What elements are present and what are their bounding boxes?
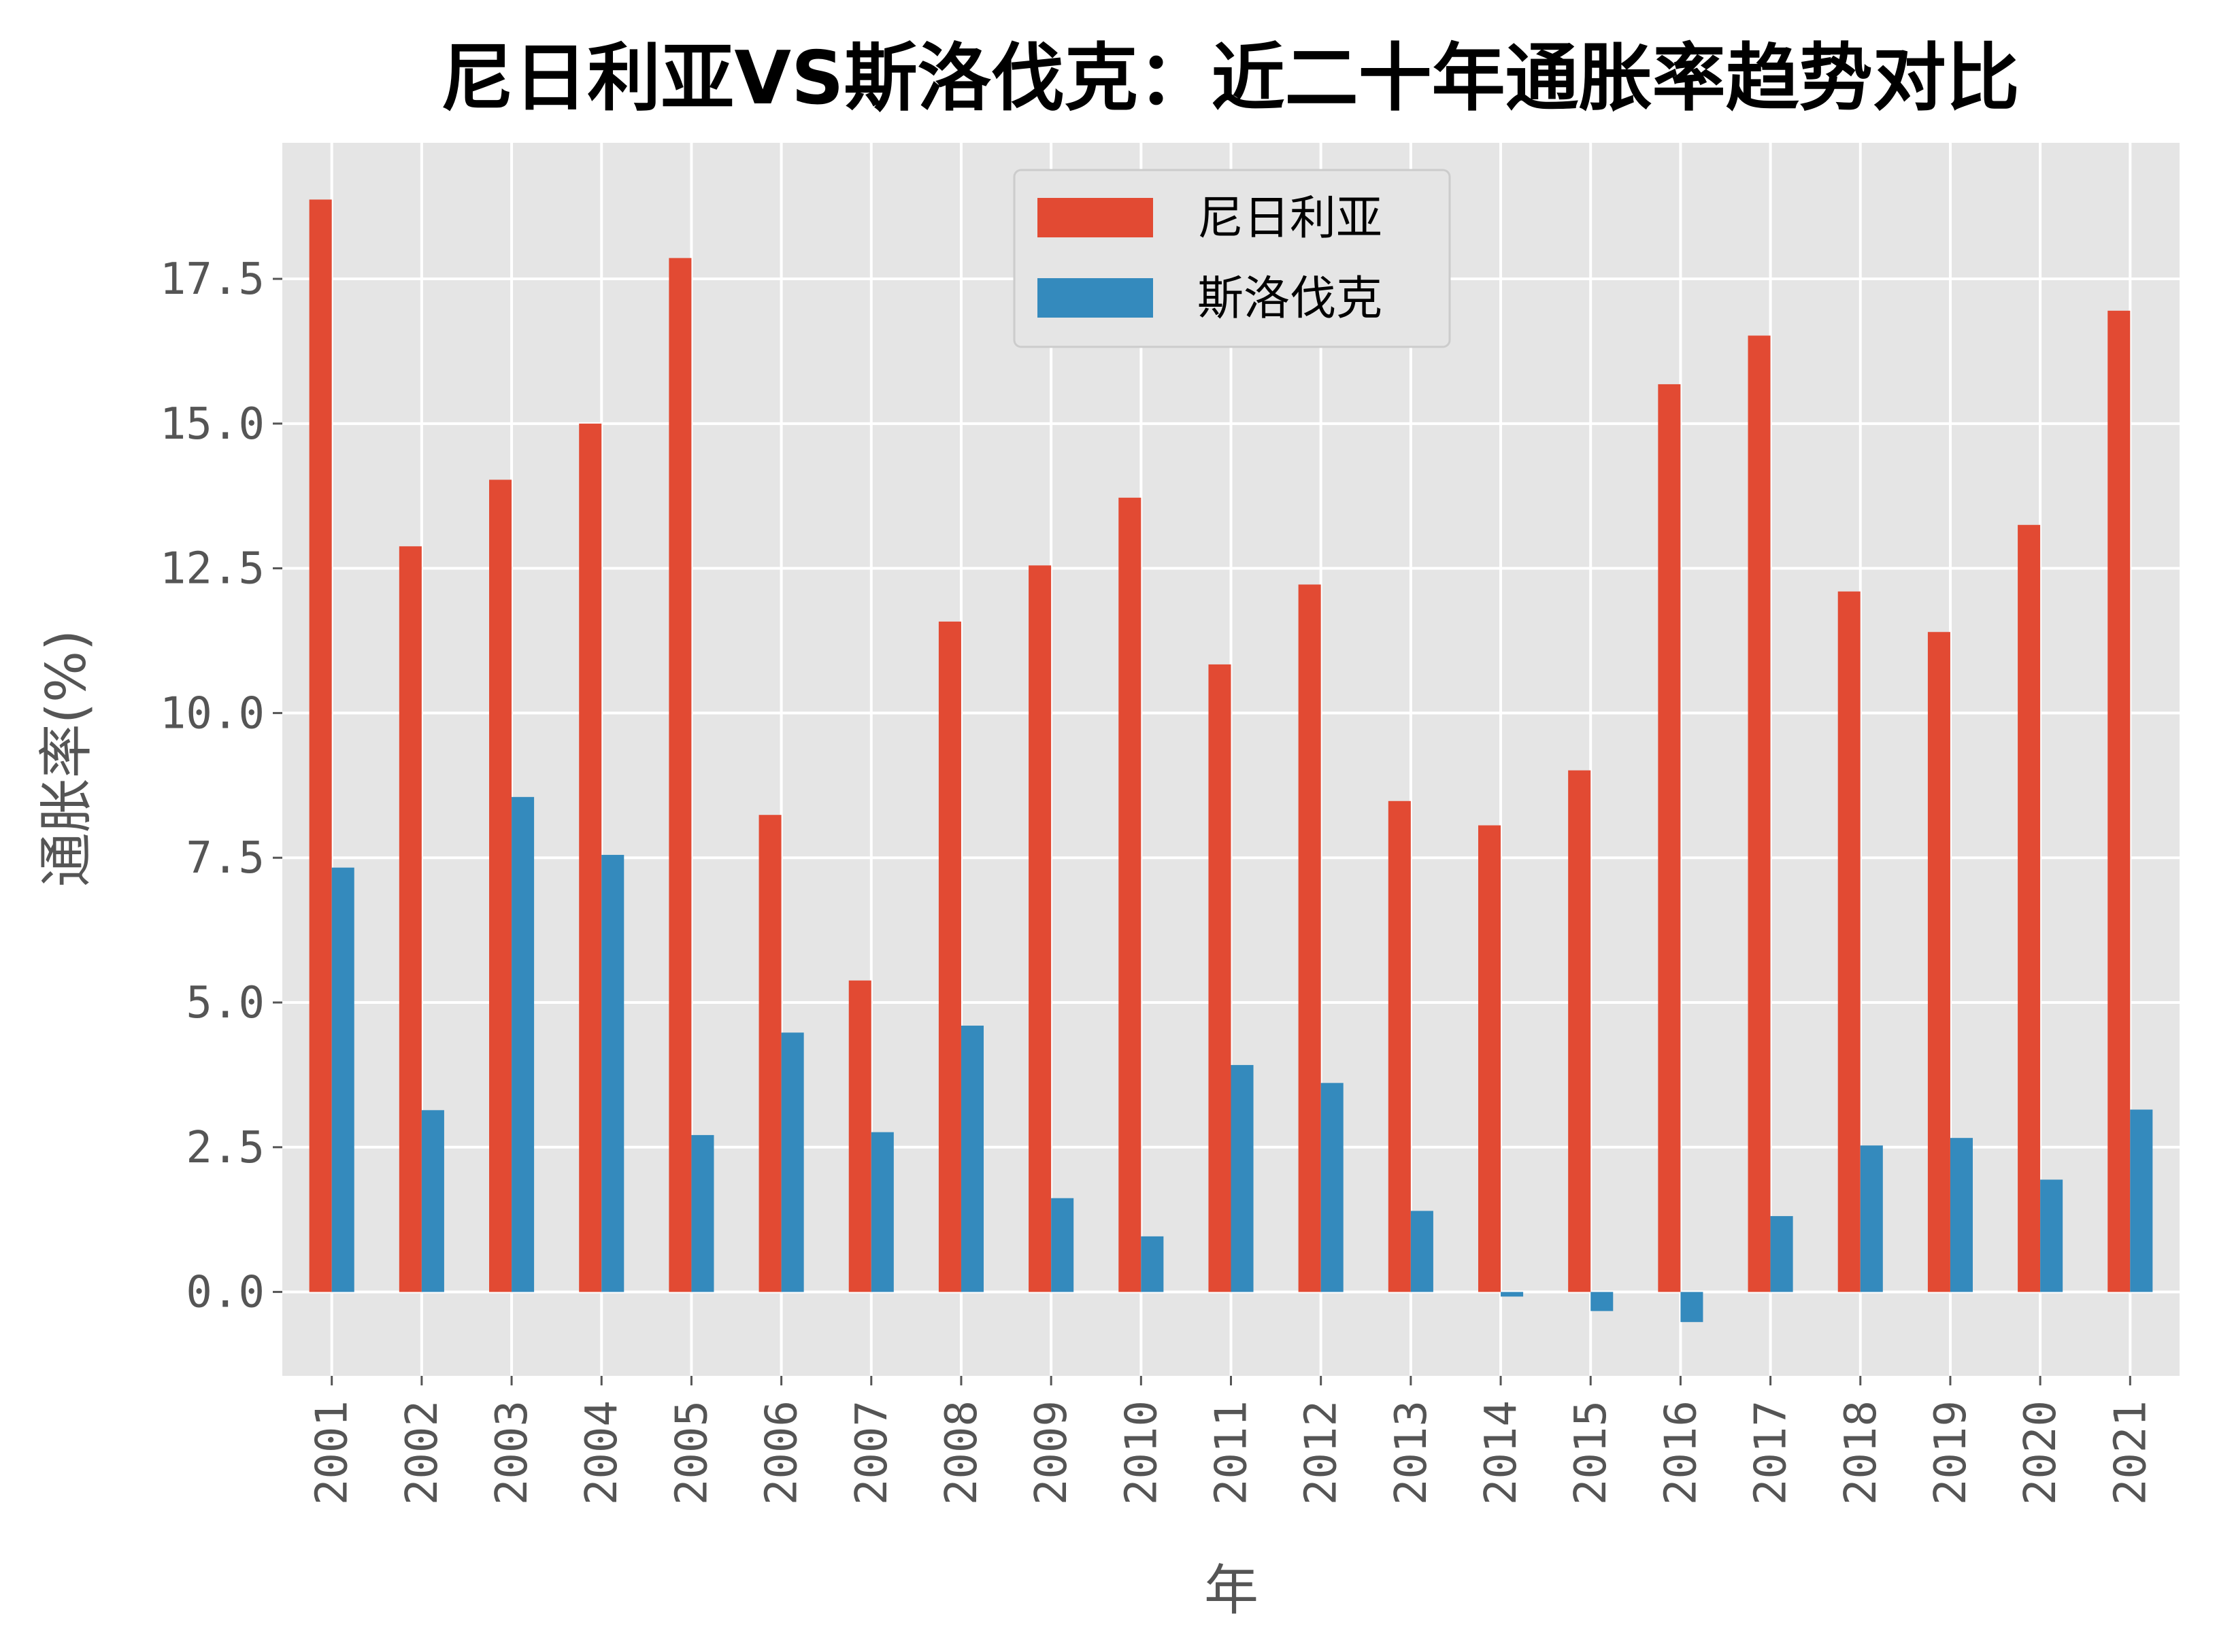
x-tick-label: 2006 xyxy=(757,1400,807,1505)
y-axis-label: 通胀率(%) xyxy=(35,630,98,887)
x-tick-label: 2019 xyxy=(1926,1400,1976,1505)
x-tick-label: 2005 xyxy=(667,1400,717,1505)
chart-title: 尼日利亚VS斯洛伐克：近二十年通胀率趋势对比 xyxy=(440,36,2019,121)
bar-nigeria-2018 xyxy=(1837,591,1861,1292)
bar-nigeria-2008 xyxy=(938,621,961,1292)
bar-nigeria-2019 xyxy=(1927,632,1950,1292)
y-tick-label: 0.0 xyxy=(186,1268,265,1318)
bar-slovakia-2004 xyxy=(601,854,624,1292)
x-tick-label: 2017 xyxy=(1746,1400,1797,1505)
bar-slovakia-2019 xyxy=(1950,1138,1973,1292)
bar-slovakia-2005 xyxy=(691,1134,714,1292)
bar-slovakia-2006 xyxy=(781,1032,804,1292)
x-tick-label: 2009 xyxy=(1027,1400,1077,1505)
y-tick-label: 7.5 xyxy=(186,833,265,883)
y-tick-label: 5.0 xyxy=(186,978,265,1028)
legend-label-nigeria: 尼日利亚 xyxy=(1197,192,1382,246)
x-tick-label: 2013 xyxy=(1386,1400,1437,1505)
bar-nigeria-2020 xyxy=(2018,524,2041,1292)
y-axis-ticks: 0.0 2.5 5.0 7.5 10.0 12.5 15.0 17.5 xyxy=(160,254,282,1318)
x-axis-label: 年 xyxy=(1204,1559,1258,1622)
x-tick-label: 2004 xyxy=(577,1400,627,1505)
y-tick-label: 12.5 xyxy=(160,544,265,594)
x-tick-label: 2015 xyxy=(1566,1400,1616,1505)
y-tick-label: 17.5 xyxy=(160,254,265,305)
y-tick-label: 10.0 xyxy=(160,688,265,739)
bar-nigeria-2012 xyxy=(1298,584,1321,1292)
x-tick-label: 2021 xyxy=(2105,1400,2156,1505)
x-tick-label: 2010 xyxy=(1116,1400,1167,1505)
bar-nigeria-2003 xyxy=(489,479,512,1292)
bar-slovakia-2012 xyxy=(1320,1083,1344,1292)
bar-slovakia-2017 xyxy=(1770,1216,1793,1292)
x-tick-label: 2008 xyxy=(937,1400,987,1505)
bar-nigeria-2002 xyxy=(399,546,422,1292)
x-tick-label: 2012 xyxy=(1297,1400,1347,1505)
bar-nigeria-2016 xyxy=(1658,384,1681,1292)
bar-slovakia-2014 xyxy=(1501,1292,1524,1297)
bar-slovakia-2021 xyxy=(2130,1109,2153,1292)
bar-nigeria-2015 xyxy=(1568,770,1591,1292)
bar-nigeria-2001 xyxy=(309,199,332,1292)
bar-slovakia-2009 xyxy=(1051,1198,1074,1292)
bars xyxy=(309,199,2153,1322)
bar-slovakia-2015 xyxy=(1590,1292,1614,1311)
bar-nigeria-2010 xyxy=(1118,497,1141,1292)
bar-nigeria-2006 xyxy=(759,815,782,1292)
legend: 尼日利亚 斯洛伐克 xyxy=(1013,169,1451,348)
bar-nigeria-2017 xyxy=(1748,335,1771,1292)
x-tick-label: 2003 xyxy=(487,1400,537,1505)
legend-swatch-slovakia xyxy=(1037,278,1153,318)
y-tick-label: 2.5 xyxy=(186,1123,265,1173)
bar-slovakia-2001 xyxy=(331,867,354,1292)
x-axis-ticks: 2001 2002 2003 2004 2005 2006 2007 2008 2009 2010… xyxy=(307,1376,2156,1505)
bar-nigeria-2009 xyxy=(1029,565,1052,1292)
bar-slovakia-2020 xyxy=(2040,1179,2063,1292)
bar-slovakia-2007 xyxy=(871,1132,894,1292)
x-tick-label: 2011 xyxy=(1207,1400,1257,1505)
bar-slovakia-2010 xyxy=(1141,1236,1164,1292)
bar-slovakia-2013 xyxy=(1410,1211,1433,1292)
bar-nigeria-2004 xyxy=(579,423,602,1292)
bar-nigeria-2011 xyxy=(1208,664,1231,1292)
bar-slovakia-2011 xyxy=(1231,1064,1254,1292)
y-tick-label: 15.0 xyxy=(160,399,265,450)
x-tick-label: 2016 xyxy=(1656,1400,1706,1505)
bar-slovakia-2016 xyxy=(1680,1292,1703,1322)
bar-nigeria-2014 xyxy=(1478,825,1501,1292)
x-tick-label: 2014 xyxy=(1476,1400,1527,1505)
x-tick-label: 2001 xyxy=(307,1400,358,1505)
legend-swatch-nigeria xyxy=(1037,198,1153,237)
bar-slovakia-2003 xyxy=(512,796,535,1292)
bar-slovakia-2002 xyxy=(421,1110,444,1292)
legend-label-slovakia: 斯洛伐克 xyxy=(1197,272,1382,326)
bar-slovakia-2008 xyxy=(961,1026,984,1292)
bar-nigeria-2013 xyxy=(1388,800,1411,1292)
x-tick-label: 2007 xyxy=(847,1400,897,1505)
x-tick-label: 2020 xyxy=(2016,1400,2066,1505)
bar-nigeria-2021 xyxy=(2107,310,2131,1292)
bar-nigeria-2005 xyxy=(669,258,692,1292)
x-tick-label: 2018 xyxy=(1836,1400,1886,1505)
bar-nigeria-2007 xyxy=(848,980,871,1292)
x-tick-label: 2002 xyxy=(397,1400,448,1505)
bar-slovakia-2018 xyxy=(1860,1145,1883,1292)
